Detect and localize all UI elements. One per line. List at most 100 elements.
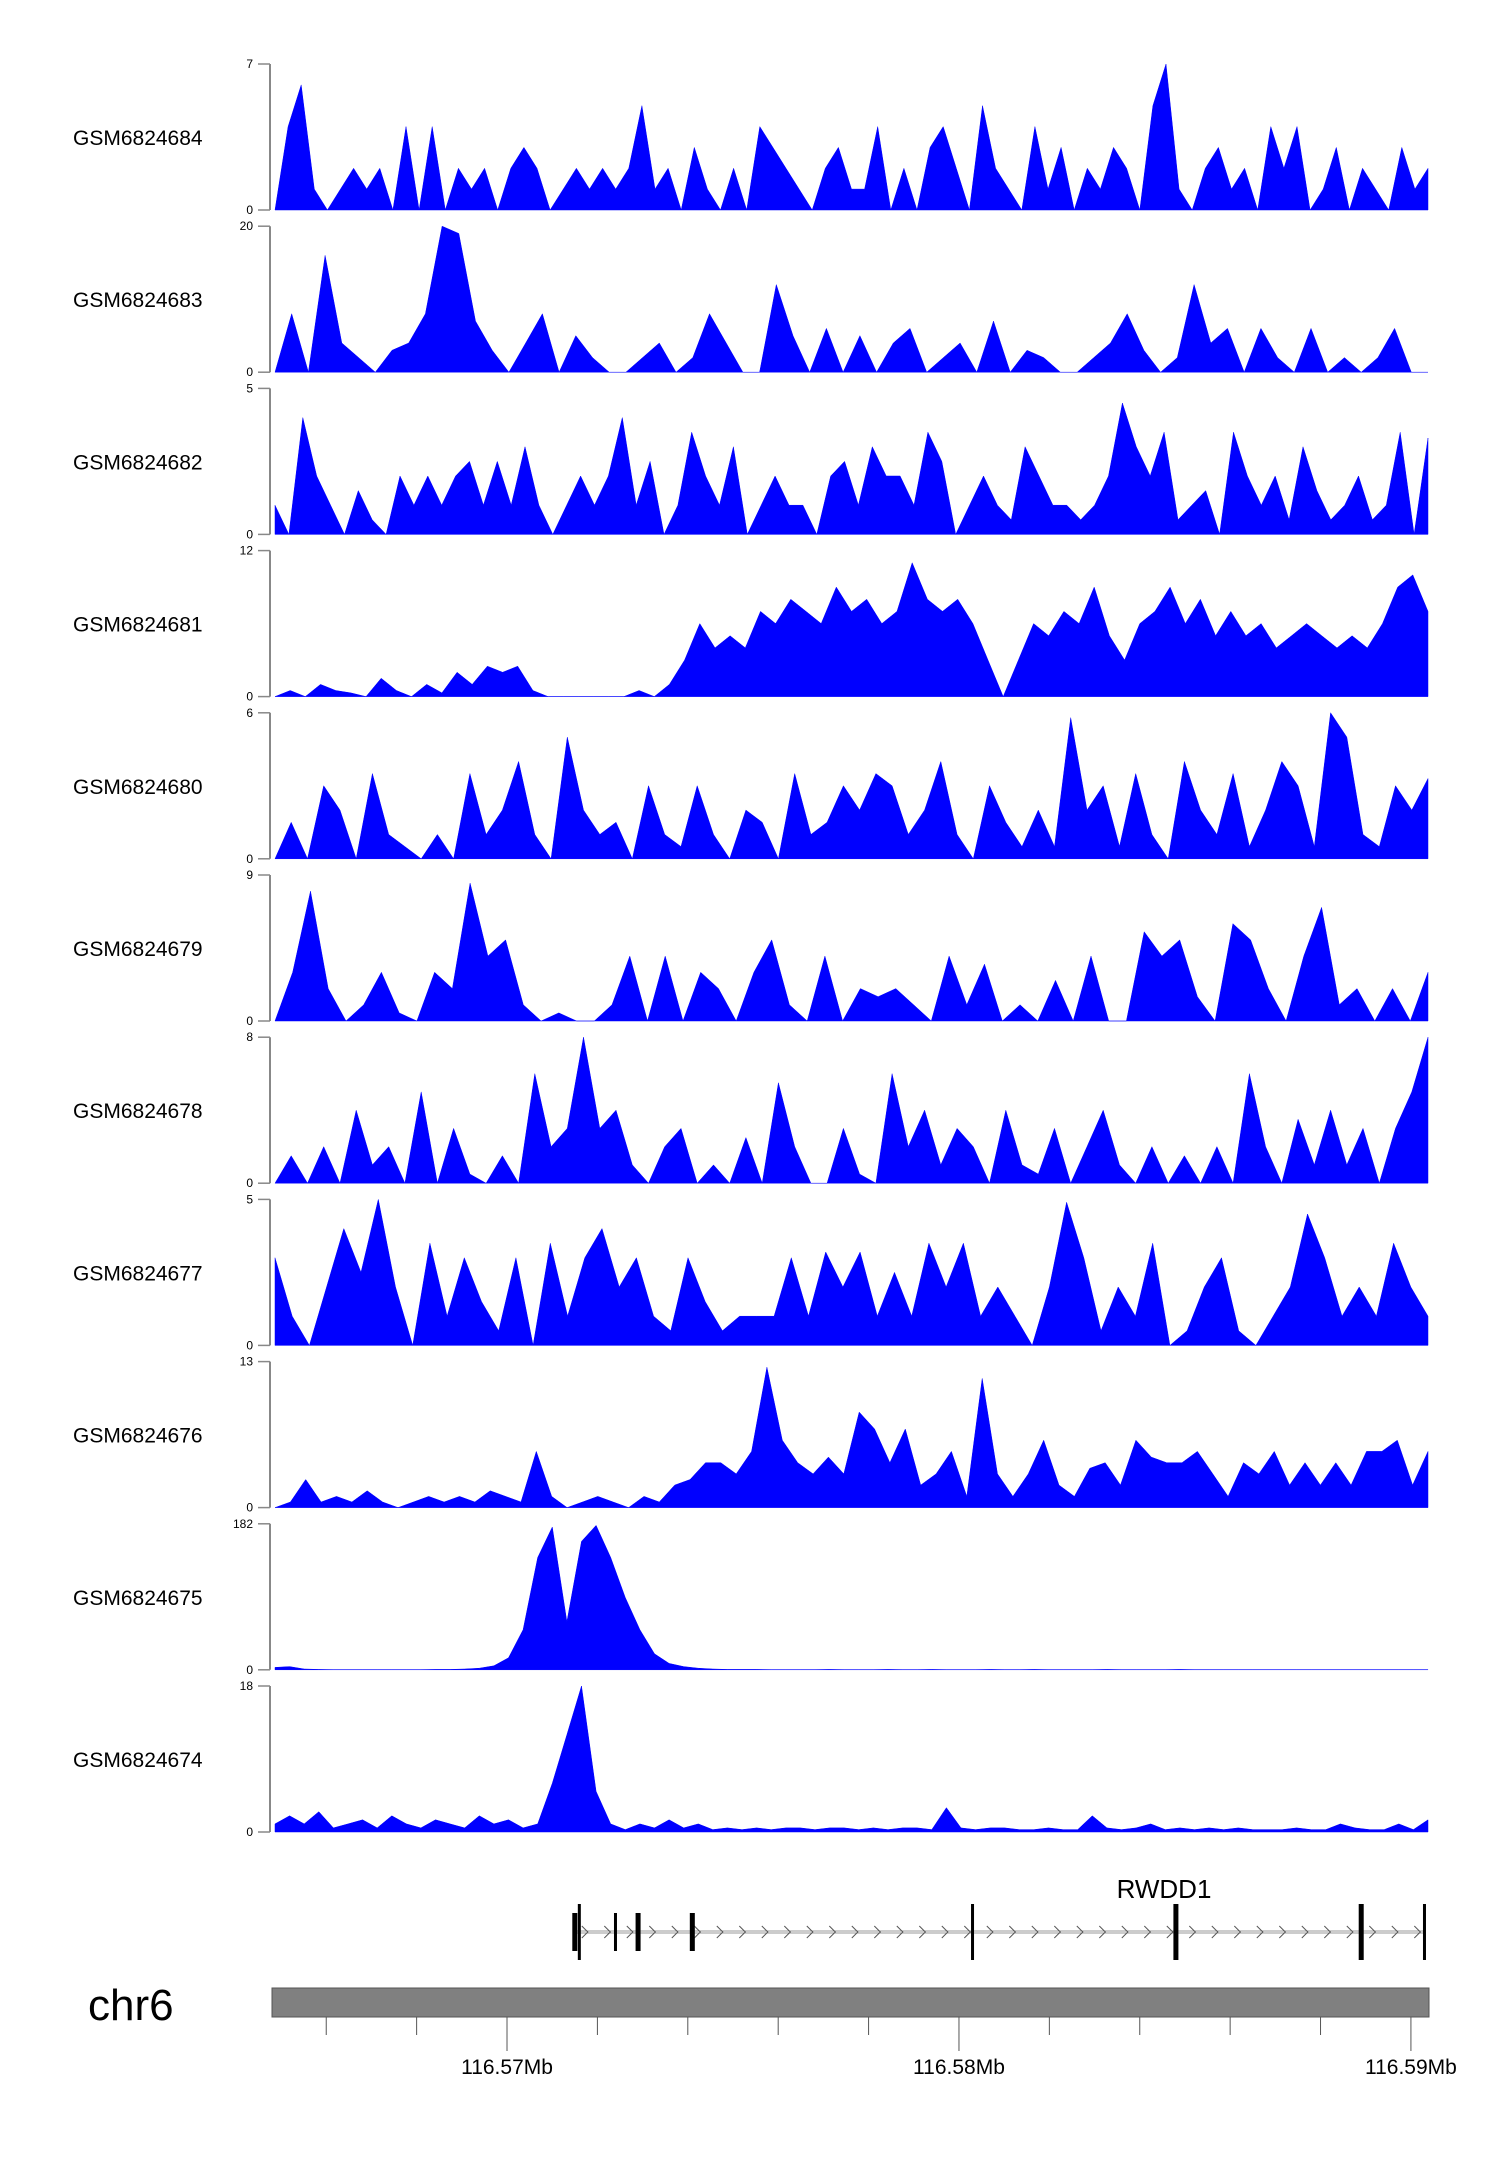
exon (689, 1913, 695, 1951)
strand-arrow-icon (963, 1925, 972, 1939)
exon (1422, 1904, 1426, 1960)
y-tick-label: 8 (246, 1030, 253, 1044)
track-label: GSM6824678 (73, 1100, 203, 1123)
strand-arrow-icon (738, 1925, 747, 1939)
strand-arrow-icon (648, 1925, 657, 1939)
track-label: GSM6824675 (73, 1587, 203, 1610)
strand-arrow-icon (581, 1925, 589, 1939)
strand-arrow-icon (1233, 1925, 1242, 1939)
exon (613, 1913, 617, 1951)
y-tick-label: 0 (246, 852, 253, 866)
track-GSM6824679: GSM6824679 9 0 (73, 868, 1429, 1028)
strand-arrow-icon (918, 1925, 927, 1939)
track-GSM6824681: GSM6824681 12 0 (73, 544, 1429, 704)
y-tick-label: 12 (240, 544, 254, 558)
track-label: GSM6824684 (73, 127, 203, 150)
track-label: GSM6824681 (73, 614, 203, 637)
strand-arrow-icon (761, 1925, 769, 1939)
track-GSM6824678: GSM6824678 8 0 (73, 1030, 1429, 1190)
x-tick-label: 116.57Mb (461, 2056, 553, 2079)
coverage-area (274, 402, 1429, 536)
track-label: GSM6824682 (73, 451, 203, 474)
strand-arrow-icon (783, 1925, 792, 1939)
coverage-area (274, 1685, 1429, 1833)
track-GSM6824676: GSM6824676 13 0 (73, 1355, 1429, 1515)
strand-arrow-icon (828, 1925, 837, 1939)
strand-arrow-icon (896, 1925, 904, 1939)
y-tick-label: 0 (246, 365, 253, 379)
track-label: GSM6824683 (73, 289, 203, 312)
y-tick-label: 5 (246, 381, 253, 395)
strand-arrow-icon (693, 1925, 702, 1939)
track-GSM6824684: GSM6824684 7 0 (73, 57, 1429, 217)
exon (635, 1913, 641, 1951)
coverage-area (274, 63, 1429, 211)
strand-arrow-icon (1391, 1925, 1399, 1939)
strand-arrow-icon (806, 1925, 814, 1939)
track-GSM6824683: GSM6824683 20 0 (73, 219, 1428, 379)
strand-arrow-icon (851, 1925, 859, 1939)
y-tick-label: 0 (246, 1014, 253, 1028)
coverage-area (274, 225, 1428, 373)
strand-arrow-icon (1211, 1925, 1219, 1939)
strand-arrow-icon (1031, 1925, 1039, 1939)
y-tick-label: 182 (233, 1517, 253, 1531)
track-GSM6824680: GSM6824680 6 0 (73, 706, 1429, 866)
y-tick-label: 6 (246, 706, 253, 720)
strand-arrow-icon (1256, 1925, 1264, 1939)
y-tick-label: 7 (246, 57, 253, 71)
exon (1358, 1904, 1364, 1960)
strand-arrow-icon (1053, 1925, 1062, 1939)
strand-arrow-icon (603, 1925, 612, 1939)
strand-arrow-icon (1121, 1925, 1129, 1939)
chromosome-axis: chr6 116.57Mb 116.58Mb 116.59Mb (88, 1981, 1457, 2079)
y-tick-label: 0 (246, 1338, 253, 1352)
strand-arrow-icon (986, 1925, 994, 1939)
strand-arrow-icon (1166, 1925, 1174, 1939)
strand-arrow-icon (1368, 1925, 1377, 1939)
exon (577, 1904, 581, 1960)
gene-name-label: RWDD1 (1117, 1874, 1212, 1904)
y-tick-label: 0 (246, 203, 253, 217)
track-GSM6824675: GSM6824675 182 0 (73, 1517, 1429, 1677)
coverage-area (274, 1524, 1429, 1671)
coverage-area (274, 1199, 1429, 1347)
track-GSM6824674: GSM6824674 18 0 (73, 1679, 1429, 1839)
track-label: GSM6824676 (73, 1425, 203, 1448)
chromosome-label: chr6 (88, 1981, 174, 2030)
coverage-tracks: GSM682468470GSM6824683200GSM682468250GSM… (73, 57, 1429, 1839)
exon (1173, 1904, 1179, 1960)
y-tick-label: 13 (240, 1355, 254, 1369)
strand-arrow-icon (626, 1925, 634, 1939)
strand-arrow-icon (1323, 1925, 1332, 1939)
coverage-area (274, 712, 1429, 860)
strand-arrow-icon (671, 1925, 679, 1939)
y-tick-label: 20 (240, 219, 254, 233)
y-tick-label: 0 (246, 690, 253, 704)
strand-arrow-icon (1076, 1925, 1084, 1939)
strand-arrow-icon (873, 1925, 882, 1939)
strand-arrow-icon (1413, 1925, 1422, 1939)
x-tick-label: 116.58Mb (913, 2056, 1005, 2079)
strand-arrow-icon (716, 1925, 724, 1939)
coverage-area (274, 1037, 1429, 1185)
strand-arrow-icon (1188, 1925, 1197, 1939)
track-label: GSM6824677 (73, 1262, 203, 1285)
track-GSM6824682: GSM6824682 5 0 (73, 381, 1429, 541)
strand-arrow-icon (1008, 1925, 1017, 1939)
track-label: GSM6824674 (73, 1749, 203, 1772)
exon (572, 1913, 578, 1951)
x-tick-label: 116.59Mb (1365, 2056, 1457, 2079)
strand-arrow-icon (1301, 1925, 1309, 1939)
y-tick-label: 0 (246, 1176, 253, 1190)
track-GSM6824677: GSM6824677 5 0 (73, 1192, 1429, 1352)
track-label: GSM6824680 (73, 776, 203, 799)
y-tick-label: 0 (246, 1825, 253, 1839)
coverage-area (274, 883, 1429, 1022)
exon (971, 1904, 975, 1960)
y-tick-label: 0 (246, 527, 253, 541)
coverage-area (274, 562, 1429, 698)
y-tick-label: 5 (246, 1192, 253, 1206)
chromosome-bar (271, 1987, 1430, 2018)
